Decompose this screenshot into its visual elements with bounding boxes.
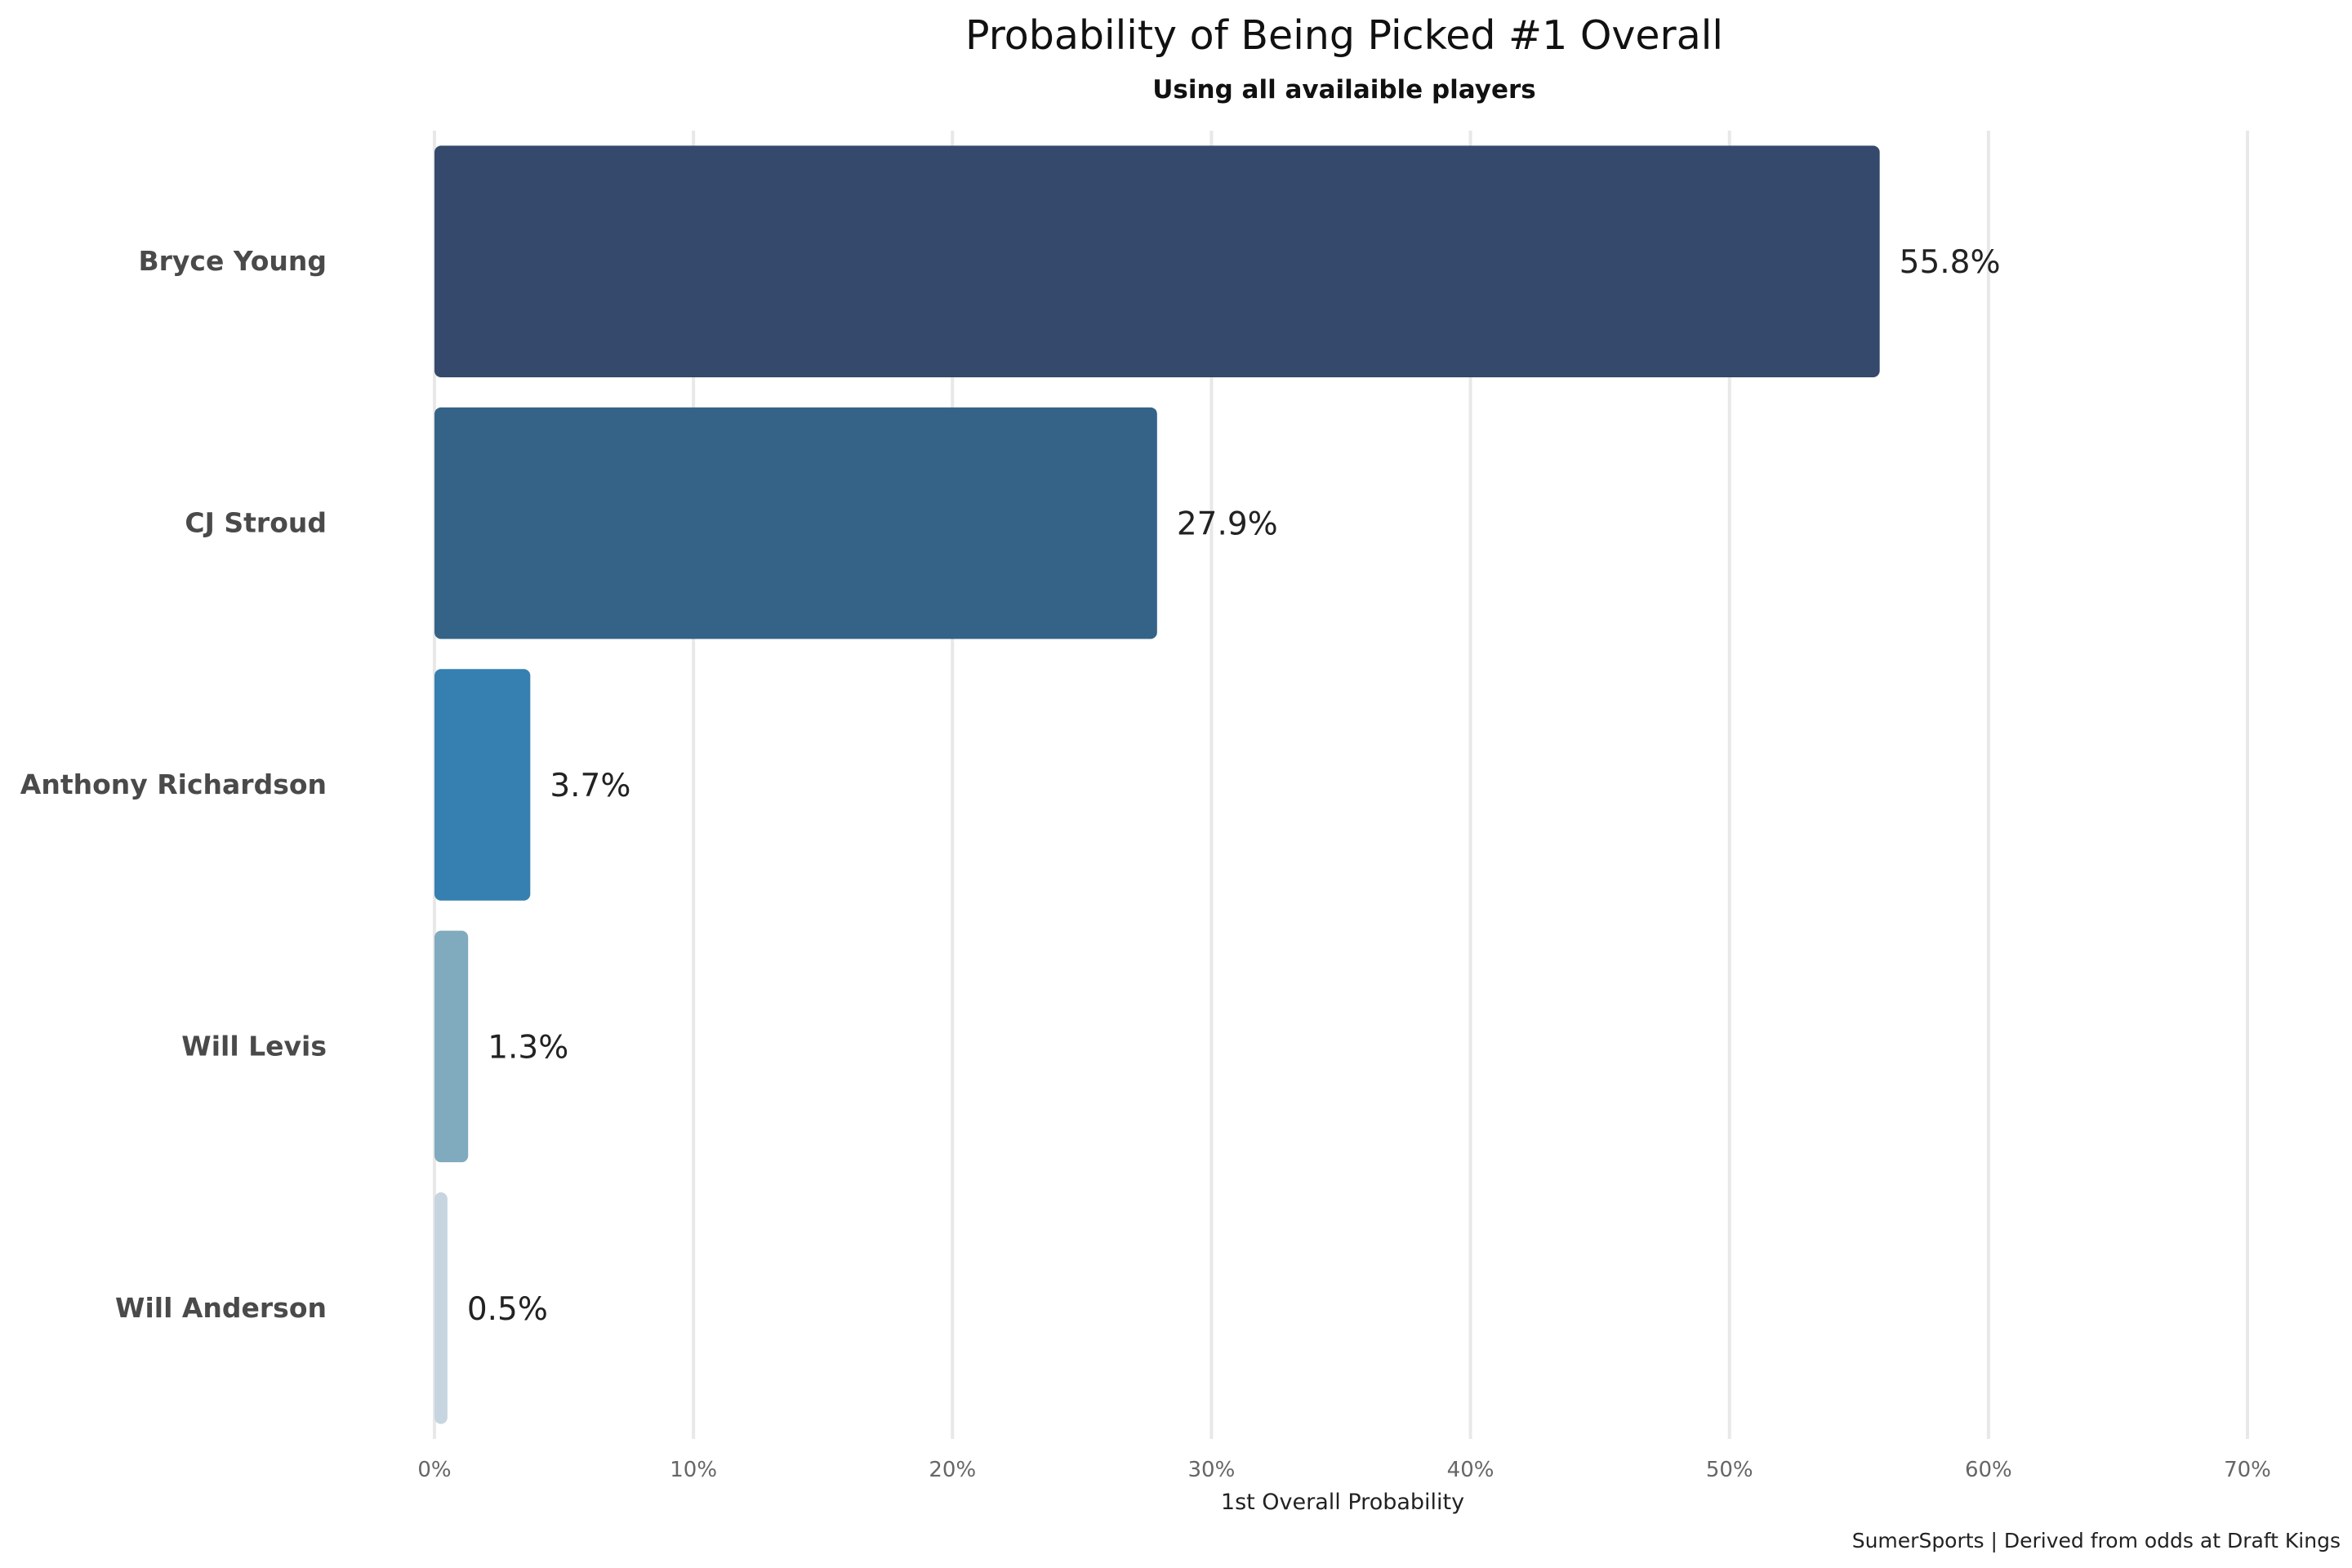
caption: SumerSports | Derived from odds at Draft… <box>1852 1529 2341 1552</box>
x-tick-label: 60% <box>1965 1458 2012 1482</box>
x-tick-label: 50% <box>1706 1458 1753 1482</box>
x-tick-label: 70% <box>2224 1458 2271 1482</box>
x-tick-label: 30% <box>1188 1458 1236 1482</box>
value-label: 0.5% <box>467 1291 548 1328</box>
category-label: Bryce Young <box>138 245 327 277</box>
category-label: Will Levis <box>181 1030 327 1062</box>
category-labels: Bryce Young CJ Stroud Anthony Richardson Wi… <box>20 245 327 1324</box>
value-label: 55.8% <box>1900 244 2001 281</box>
category-label: CJ Stroud <box>185 507 327 539</box>
bars <box>434 145 1880 1424</box>
category-label: Anthony Richardson <box>20 768 327 800</box>
x-tick-label: 0% <box>417 1458 451 1482</box>
chart-subtitle: Using all availaible players <box>1152 75 1536 105</box>
value-label: 27.9% <box>1177 506 1278 543</box>
category-label: Will Anderson <box>115 1292 327 1324</box>
bar-will-anderson <box>434 1192 448 1424</box>
value-label: 1.3% <box>488 1029 568 1066</box>
x-tick-label: 10% <box>670 1458 717 1482</box>
chart-title: Probability of Being Picked #1 Overall <box>965 12 1723 59</box>
bar-cj-stroud <box>434 407 1157 639</box>
value-labels: 55.8% 27.9% 3.7% 1.3% 0.5% <box>467 244 2001 1328</box>
x-tick-label: 20% <box>929 1458 976 1482</box>
bar-will-levis <box>434 930 469 1163</box>
x-tick-label: 40% <box>1447 1458 1494 1482</box>
bar-anthony-richardson <box>434 669 531 901</box>
x-axis-label: 1st Overall Probability <box>1221 1490 1464 1515</box>
x-axis-ticks: 0% 10% 20% 30% 40% 50% 60% 70% <box>417 1458 2271 1482</box>
bar-bryce-young <box>434 145 1880 377</box>
value-label: 3.7% <box>550 768 630 804</box>
